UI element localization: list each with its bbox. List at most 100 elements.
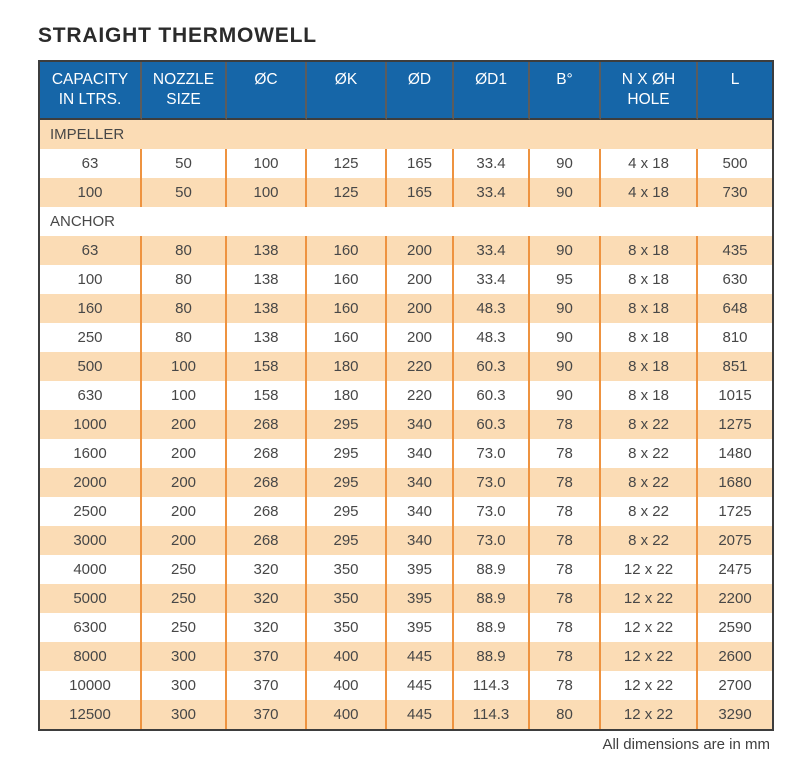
table-row: 100 50 100 125 165 33.4 90 4 x 18 730: [40, 177, 772, 207]
table-cell: 2200: [698, 583, 772, 613]
table-cell: 78: [530, 525, 601, 555]
table-row: 4000 250 320 350 395 88.9 78 12 x 22 2475: [40, 554, 772, 584]
table-cell: 12 x 22: [601, 641, 698, 671]
table-cell: 180: [307, 380, 387, 410]
table-cell: 340: [387, 525, 454, 555]
table-row: 1600 200 268 295 340 73.0 78 8 x 22 1480: [40, 438, 772, 468]
table-cell: 250: [142, 554, 227, 584]
table-cell: 158: [227, 351, 307, 381]
table-cell: 500: [698, 148, 772, 178]
column-header: CAPACITY IN LTRS.: [40, 62, 142, 120]
table-cell: 78: [530, 583, 601, 613]
table-cell: 8 x 18: [601, 264, 698, 294]
table-cell: 138: [227, 293, 307, 323]
table-cell: 80: [530, 699, 601, 729]
table-cell: 33.4: [454, 235, 530, 265]
table-cell: 340: [387, 496, 454, 526]
table-cell: 445: [387, 699, 454, 729]
table-cell: 73.0: [454, 525, 530, 555]
table-cell: 100: [40, 177, 142, 207]
table-cell: 340: [387, 467, 454, 497]
table-cell: 138: [227, 235, 307, 265]
table-cell: 395: [387, 554, 454, 584]
table-cell: 370: [227, 670, 307, 700]
table-cell: 114.3: [454, 670, 530, 700]
table-cell: 73.0: [454, 438, 530, 468]
table-cell: 2500: [40, 496, 142, 526]
table-cell: 320: [227, 583, 307, 613]
table-cell: 8 x 18: [601, 235, 698, 265]
table-row: 63 80 138 160 200 33.4 90 8 x 18 435: [40, 235, 772, 265]
table-cell: 220: [387, 351, 454, 381]
table-cell: 2075: [698, 525, 772, 555]
table-cell: 2000: [40, 467, 142, 497]
table-cell: 90: [530, 380, 601, 410]
table-cell: 63: [40, 148, 142, 178]
section-header-row: ANCHOR: [40, 206, 772, 236]
table-cell: 90: [530, 235, 601, 265]
thermowell-spec-table: CAPACITY IN LTRS. NOZZLE SIZE ØC ØK ØD ØD1 B° N…: [38, 60, 774, 731]
table-cell: 50: [142, 177, 227, 207]
table-cell: 295: [307, 525, 387, 555]
table-cell: 400: [307, 641, 387, 671]
section-header-row: IMPELLER: [40, 119, 772, 149]
table-cell: 80: [142, 293, 227, 323]
table-row: 10000 300 370 400 445 114.3 78 12 x 22 2700: [40, 670, 772, 700]
table-row: 100 80 138 160 200 33.4 95 8 x 18 630: [40, 264, 772, 294]
table-cell: 350: [307, 612, 387, 642]
table-cell: 2475: [698, 554, 772, 584]
table-cell: 160: [307, 293, 387, 323]
table-cell: 250: [142, 583, 227, 613]
table-row: 63 50 100 125 165 33.4 90 4 x 18 500: [40, 148, 772, 178]
table-cell: 320: [227, 554, 307, 584]
table-cell: 100: [142, 351, 227, 381]
table-cell: 445: [387, 641, 454, 671]
table-cell: 8 x 18: [601, 322, 698, 352]
table-cell: 400: [307, 699, 387, 729]
table-cell: 78: [530, 467, 601, 497]
table-cell: 100: [227, 177, 307, 207]
table-cell: 90: [530, 177, 601, 207]
table-cell: 88.9: [454, 612, 530, 642]
table-cell: 90: [530, 293, 601, 323]
table-cell: 78: [530, 554, 601, 584]
table-cell: 1000: [40, 409, 142, 439]
table-cell: 200: [387, 293, 454, 323]
table-cell: 295: [307, 496, 387, 526]
table-row: 2000 200 268 295 340 73.0 78 8 x 22 1680: [40, 467, 772, 497]
table-cell: 268: [227, 467, 307, 497]
table-cell: 95: [530, 264, 601, 294]
table-cell: 268: [227, 438, 307, 468]
table-cell: 8 x 22: [601, 409, 698, 439]
table-cell: 340: [387, 438, 454, 468]
table-cell: 114.3: [454, 699, 530, 729]
table-cell: 2700: [698, 670, 772, 700]
table-cell: 12 x 22: [601, 583, 698, 613]
table-cell: 268: [227, 496, 307, 526]
table-cell: 250: [142, 612, 227, 642]
table-cell: 2590: [698, 612, 772, 642]
table-cell: 138: [227, 264, 307, 294]
table-cell: 250: [40, 322, 142, 352]
table-cell: 5000: [40, 583, 142, 613]
column-header: ØK: [307, 62, 387, 120]
table-cell: 100: [40, 264, 142, 294]
table-cell: 125: [307, 148, 387, 178]
table-cell: 295: [307, 409, 387, 439]
section-label: ANCHOR: [40, 206, 772, 236]
column-header: ØD: [387, 62, 454, 120]
table-cell: 295: [307, 438, 387, 468]
table-row: 8000 300 370 400 445 88.9 78 12 x 22 2600: [40, 641, 772, 671]
table-cell: 630: [698, 264, 772, 294]
table-cell: 8 x 18: [601, 293, 698, 323]
column-header: NOZZLE SIZE: [142, 62, 227, 120]
table-row: 630 100 158 180 220 60.3 90 8 x 18 1015: [40, 380, 772, 410]
table-cell: 200: [387, 264, 454, 294]
table-cell: 73.0: [454, 496, 530, 526]
table-cell: 268: [227, 525, 307, 555]
table-cell: 220: [387, 380, 454, 410]
table-cell: 8 x 22: [601, 496, 698, 526]
table-cell: 80: [142, 264, 227, 294]
column-header: ØC: [227, 62, 307, 120]
header-row: CAPACITY IN LTRS. NOZZLE SIZE ØC ØK ØD ØD1 B° N…: [40, 62, 772, 120]
